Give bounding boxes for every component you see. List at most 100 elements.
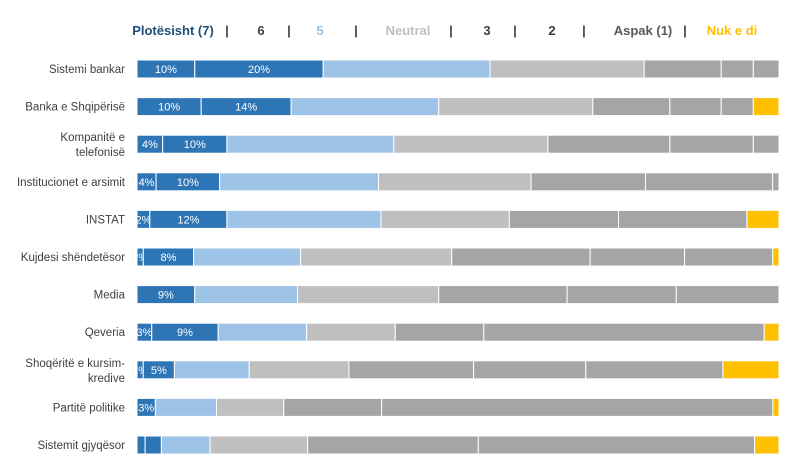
category-label: Kujdesi shëndetësor xyxy=(21,252,125,264)
data-label: 9% xyxy=(177,327,193,339)
data-label: 9% xyxy=(158,290,174,302)
bar-segment xyxy=(217,322,308,342)
bar-segment xyxy=(193,247,302,267)
bar-segment xyxy=(508,209,619,229)
bar-segment xyxy=(194,285,298,305)
legend-separator: | xyxy=(683,23,687,38)
legend-separator: | xyxy=(449,23,453,38)
bar-segment xyxy=(394,322,485,342)
data-label: 10% xyxy=(184,139,206,151)
category-label: Partitë politike xyxy=(53,402,125,414)
bar-segment xyxy=(763,322,780,342)
bar-segment xyxy=(720,59,754,79)
bar-segment xyxy=(489,59,645,79)
category-label: Banka e Shqipërisë xyxy=(25,102,125,114)
legend-item-3: Neutral xyxy=(386,23,431,38)
bar-segment xyxy=(669,97,722,117)
bar-segment xyxy=(160,435,211,455)
bar-segment xyxy=(173,360,250,380)
data-label: 4% xyxy=(142,139,158,151)
bar-segment xyxy=(438,97,594,117)
bar-segment xyxy=(477,435,756,455)
bar-segment xyxy=(378,172,532,192)
data-label: 10% xyxy=(158,102,180,114)
bar-segment xyxy=(393,134,549,154)
data-label: 20% xyxy=(248,64,270,76)
bar-segment xyxy=(215,397,285,417)
bar-segment xyxy=(226,134,395,154)
data-label: 10% xyxy=(155,64,177,76)
bar-segment xyxy=(746,209,780,229)
category-label: INSTAT xyxy=(86,214,125,226)
bar-segment xyxy=(752,134,780,154)
category-label: Media xyxy=(94,290,126,302)
bar-segment xyxy=(752,97,780,117)
bar-segment xyxy=(226,209,382,229)
bar-segment xyxy=(248,360,350,380)
data-label: 8% xyxy=(161,252,177,264)
category-label: Shoqëritë e kursim-kredive xyxy=(25,358,125,385)
data-label: 14% xyxy=(235,102,257,114)
bar-segment xyxy=(297,285,440,305)
data-label: 5% xyxy=(151,365,167,377)
bar-segment xyxy=(720,97,754,117)
bar-segment xyxy=(380,209,510,229)
bars-area: 10% 20%10% 14%4% 10%4% 10%2% 12%2% 8%9%3% 9%2% 5… xyxy=(132,59,780,455)
category-label: Kompanitë e telefonisë xyxy=(60,132,125,159)
legend-item-7: Nuk e di xyxy=(707,23,758,38)
bar-segment xyxy=(645,172,774,192)
bar-segment xyxy=(154,397,217,417)
bar-segment xyxy=(530,172,647,192)
bar-segment xyxy=(348,360,475,380)
bar-segment xyxy=(585,360,724,380)
bar-segment xyxy=(473,360,587,380)
bar-segment xyxy=(219,172,380,192)
bar-segment xyxy=(290,97,440,117)
bar-segment xyxy=(752,59,780,79)
bar-segment xyxy=(589,247,686,267)
category-labels: Sistemi bankar Banka e Shqipërisë Kompanit… xyxy=(17,64,126,452)
category-label: Institucionet e arsimit xyxy=(17,177,126,189)
data-label: 3% xyxy=(136,327,152,339)
bar-segment xyxy=(684,247,774,267)
bar-segment xyxy=(675,285,780,305)
bar-segment xyxy=(306,322,396,342)
chart-legend: Plotësisht (7) 6 5 Neutral 3 2 Aspak (1) Nuk e … xyxy=(132,23,757,38)
bar-segment xyxy=(618,209,748,229)
bar-segment xyxy=(322,59,491,79)
legend-item-0: Plotësisht (7) xyxy=(132,23,214,38)
bar-segment xyxy=(209,435,309,455)
legend-separator: | xyxy=(582,23,586,38)
bar-segment xyxy=(307,435,479,455)
bar-segment xyxy=(754,435,780,455)
bar-segment xyxy=(381,397,774,417)
bar-segment xyxy=(451,247,591,267)
bar-segment xyxy=(772,397,780,417)
data-label: 10% xyxy=(177,177,199,189)
legend-separator: | xyxy=(225,23,229,38)
legend-item-2: 5 xyxy=(316,23,323,38)
bar-segment xyxy=(144,435,162,455)
legend-item-5: 2 xyxy=(548,23,555,38)
bar-segment xyxy=(136,435,146,455)
bar-segment xyxy=(566,285,677,305)
bar-segment xyxy=(438,285,568,305)
legend-item-6: Aspak (1) xyxy=(614,23,673,38)
bar-segment xyxy=(772,247,780,267)
category-label: Qeveria xyxy=(85,327,126,339)
data-label: 2% xyxy=(135,214,151,226)
legend-item-4: 3 xyxy=(483,23,490,38)
bar-segment xyxy=(592,97,671,117)
legend-separator: | xyxy=(287,23,291,38)
legend-separator: | xyxy=(513,23,517,38)
category-label: Sistemi bankar xyxy=(49,64,125,76)
data-label: 12% xyxy=(177,214,199,226)
bar-segment xyxy=(483,322,765,342)
bar-segment xyxy=(547,134,671,154)
category-label: Sistemit gjyqësor xyxy=(37,440,125,452)
bar-segment xyxy=(643,59,722,79)
bar-segment xyxy=(283,397,383,417)
legend-separator: | xyxy=(354,23,358,38)
data-label: 4% xyxy=(139,177,155,189)
